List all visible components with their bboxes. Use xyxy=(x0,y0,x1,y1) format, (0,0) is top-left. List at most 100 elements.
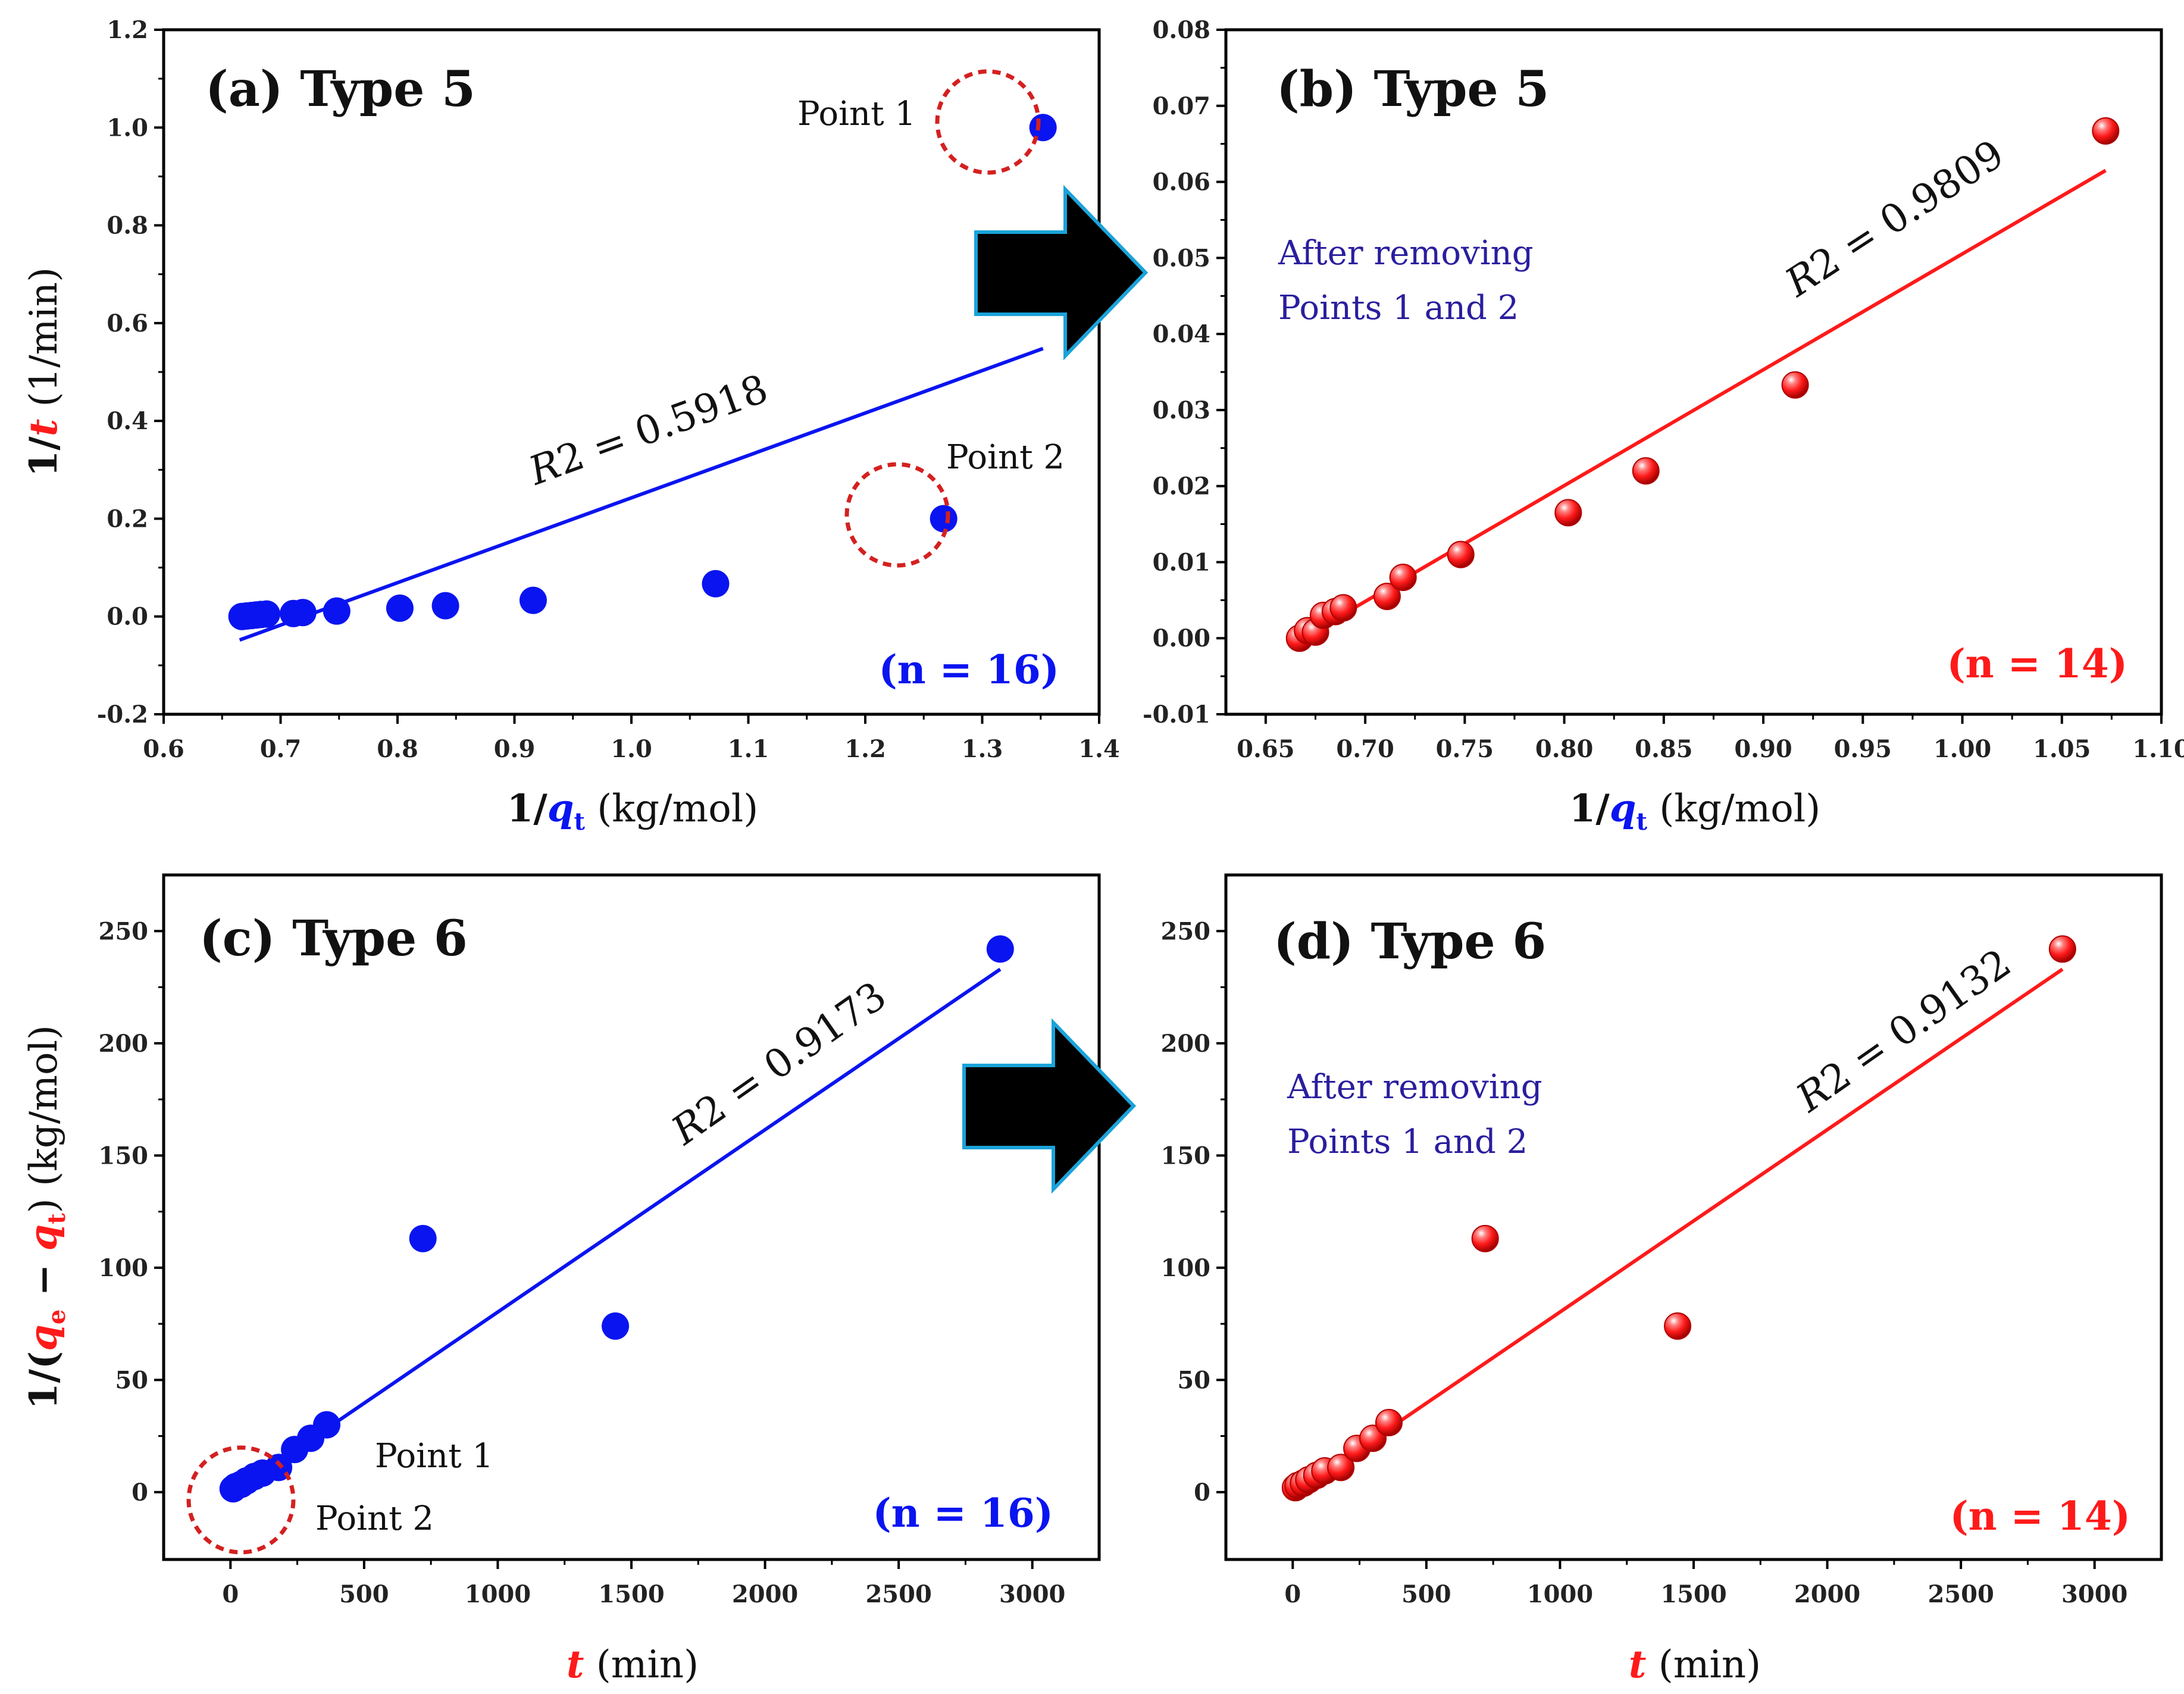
panel-d-ytick-label: 0 xyxy=(1194,1479,1210,1507)
panel-b-xtick-label: 1.05 xyxy=(2033,735,2091,763)
panel-a-point2-label: Point 2 xyxy=(946,438,1065,477)
panel-d-xtick-label: 1500 xyxy=(1660,1580,1726,1608)
panel-c-ytick-label: 200 xyxy=(99,1030,149,1058)
panel-b-ytick-label: 0.03 xyxy=(1153,396,1210,424)
panel-d-xtick-label: 500 xyxy=(1401,1580,1451,1608)
panel-a-xtick-label: 1.1 xyxy=(728,735,769,763)
panel-a-xtick-label: 0.8 xyxy=(377,735,418,763)
panel-b-xtick-label: 0.90 xyxy=(1734,735,1792,763)
panel-d-xtick-label: 1000 xyxy=(1527,1580,1593,1608)
panel-b-data-point xyxy=(1373,582,1401,610)
panel-a-data-point xyxy=(930,505,958,533)
arrow-right-top-icon xyxy=(974,185,1149,361)
panel-a-ytick-label: 1.2 xyxy=(107,16,148,44)
panel-d-n-label: (n = 14) xyxy=(1950,1493,2130,1539)
panel-c-point1-label: Point 1 xyxy=(375,1437,493,1476)
panel-b-ytick-label: 0.06 xyxy=(1153,168,1210,196)
panel-a-n-label: (n = 16) xyxy=(878,646,1059,693)
panel-d-data-point xyxy=(1375,1409,1403,1436)
panel-b-xlabel: 1/qt (kg/mol) xyxy=(1569,786,1820,836)
panel-c-xtick-label: 2500 xyxy=(865,1580,931,1608)
panel-a-fit-line xyxy=(239,346,1044,642)
panel-a-data-point xyxy=(702,570,730,598)
panel-a-ytick-label: 0.0 xyxy=(107,603,148,631)
panel-a-ytick-label: 0.6 xyxy=(107,310,148,337)
panel-b-ytick-label: 0.00 xyxy=(1153,624,1210,652)
chart-marks: -0.2 0.0 0.2 0.4 0.6 0.8 1.0 1.2 0.6 0.7 0.8 0.9 1.0… xyxy=(97,16,2184,1608)
panel-c-data-point xyxy=(602,1312,630,1340)
panel-b-data-point xyxy=(1554,499,1582,527)
panel-b-xtick-label: 0.85 xyxy=(1635,735,1692,763)
panel-a-data-point xyxy=(386,594,414,622)
panel-d-ytick-label: 250 xyxy=(1161,917,1211,945)
panel-b-r2: R2 = 0.9809 xyxy=(1777,131,2012,306)
panel-c-n-label: (n = 16) xyxy=(872,1490,1053,1536)
panel-b-ytick-label: 0.08 xyxy=(1153,16,1210,44)
panel-b-ytick-label: 0.05 xyxy=(1153,244,1210,272)
panel-c-ytick-label: 100 xyxy=(99,1254,149,1282)
panel-b-data-point xyxy=(1447,540,1475,568)
panel-a-ytick-label: -0.2 xyxy=(97,701,148,729)
panel-a-xlabel: 1/qt (kg/mol) xyxy=(507,786,758,836)
panel-c-ytick-label: 50 xyxy=(115,1366,148,1394)
panel-c-data-point xyxy=(986,935,1014,963)
panel-b-xtick-label: 1.00 xyxy=(1933,735,1991,763)
panel-a-point1-highlight xyxy=(935,69,1041,175)
panel-d-data-point xyxy=(1327,1454,1355,1482)
panel-d-r2: R2 = 0.9132 xyxy=(1788,940,2019,1121)
panel-a-xtick-label: 0.6 xyxy=(143,735,184,763)
panel-d-title: (d) Type 6 xyxy=(1274,913,1546,970)
panel-a-xtick-label: 1.0 xyxy=(611,735,652,763)
panel-a-xtick-label: 1.4 xyxy=(1078,735,1120,763)
panel-d-ytick-label: 200 xyxy=(1161,1030,1211,1058)
panel-b-ytick-label: 0.02 xyxy=(1153,473,1210,501)
panel-d-data-point xyxy=(1471,1224,1499,1252)
panel-c-ytick-label: 250 xyxy=(99,917,149,945)
panel-a-ylabel: 1/t (1/min) xyxy=(21,267,66,477)
panel-a-point1-label: Point 1 xyxy=(797,95,916,133)
panel-d-data-point xyxy=(1664,1312,1692,1340)
panel-c-ytick-label: 0 xyxy=(132,1479,148,1507)
panel-b-data-point xyxy=(2092,117,2120,145)
panel-b-frame xyxy=(1224,28,2163,716)
panel-a-xtick-label: 0.9 xyxy=(494,735,536,763)
panel-d-xtick-label: 2000 xyxy=(1794,1580,1860,1608)
panel-a-data-point xyxy=(323,597,351,625)
panel-b-data-point xyxy=(1781,371,1809,399)
panel-a-data-point xyxy=(289,599,317,627)
panel-d-note-line2: Points 1 and 2 xyxy=(1287,1123,1528,1161)
panel-d-ytick-label: 50 xyxy=(1177,1366,1210,1394)
panel-b-xtick-label: 0.75 xyxy=(1436,735,1494,763)
panel-a-xtick-label: 1.3 xyxy=(962,735,1003,763)
panel-c-xtick-label: 2000 xyxy=(732,1580,798,1608)
panel-b-note-line2: Points 1 and 2 xyxy=(1278,289,1519,327)
panel-a-ytick-label: 0.2 xyxy=(107,505,148,533)
panel-b-xtick-label: 0.95 xyxy=(1834,735,1892,763)
panel-b-title: (b) Type 5 xyxy=(1276,61,1549,118)
panel-c-outlier-highlight xyxy=(186,1445,296,1555)
panel-c-xtick-label: 0 xyxy=(222,1580,239,1608)
panel-b-data-point xyxy=(1329,594,1357,622)
panel-d-note-line1: After removing xyxy=(1287,1068,1542,1107)
panel-c-ylabel: 1/(qe − qt) (kg/mol) xyxy=(21,1025,71,1409)
panel-b-xtick-label: 0.80 xyxy=(1535,735,1593,763)
panel-a-data-point xyxy=(252,600,280,628)
panel-d-ytick-label: 100 xyxy=(1161,1254,1211,1282)
panel-a-data-point xyxy=(431,592,459,620)
panel-c-point2-label: Point 2 xyxy=(315,1499,434,1538)
arrow-right-bottom-icon xyxy=(962,1018,1137,1194)
panel-c-title: (c) Type 6 xyxy=(199,910,468,967)
panel-a-ytick-label: 0.8 xyxy=(107,212,148,240)
panel-a-ytick-label: 1.0 xyxy=(107,114,148,142)
panel-d-fit-line xyxy=(1291,967,2064,1496)
panel-a-ytick-label: 0.4 xyxy=(107,407,148,435)
panel-a-point2-highlight xyxy=(844,462,950,568)
panel-b-ytick-label: 0.07 xyxy=(1153,92,1210,120)
panel-c-xlabel: t (min) xyxy=(567,1642,699,1687)
panel-a-title: (a) Type 5 xyxy=(205,61,475,118)
panel-c-xtick-label: 1000 xyxy=(465,1580,531,1608)
panel-a-r2: R2 = 0.5918 xyxy=(522,365,774,494)
panel-b-ytick-label: 0.04 xyxy=(1153,320,1210,348)
panel-a-data-point xyxy=(1029,114,1057,142)
